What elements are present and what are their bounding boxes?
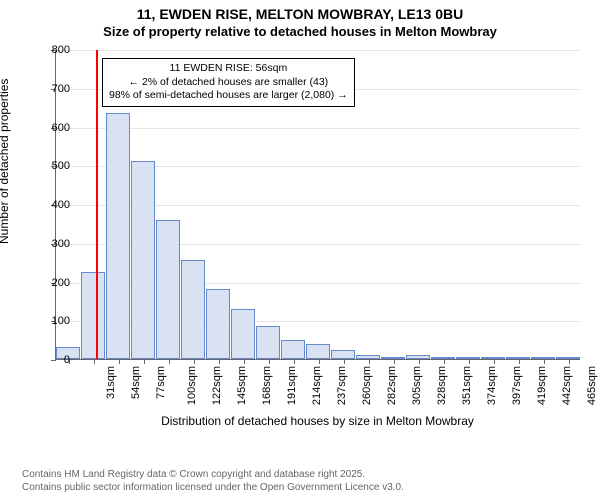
plot-area: 11 EWDEN RISE: 56sqm← 2% of detached hou… [55,50,580,360]
x-tick-mark [569,359,570,364]
x-tick-label: 168sqm [261,366,273,405]
x-tick-mark [119,359,120,364]
histogram-bar [256,326,280,359]
marker-line [96,50,98,359]
annotation-line3: 98% of semi-detached houses are larger (… [109,89,348,103]
footer: Contains HM Land Registry data © Crown c… [22,469,404,494]
x-tick-mark [544,359,545,364]
y-tick-label: 800 [30,44,70,56]
x-tick-mark [394,359,395,364]
y-axis-label: Number of detached properties [0,79,11,244]
y-tick-label: 600 [30,122,70,134]
x-tick-mark [294,359,295,364]
histogram-bar [156,220,180,360]
x-tick-label: 145sqm [236,366,248,405]
chart-title-block: 11, EWDEN RISE, MELTON MOWBRAY, LE13 0BU… [0,0,600,39]
histogram-bar [231,309,255,359]
x-tick-label: 465sqm [586,366,598,405]
y-tick-label: 0 [30,354,70,366]
chart-container: Number of detached properties 11 EWDEN R… [0,44,600,444]
x-tick-mark [444,359,445,364]
x-tick-mark [219,359,220,364]
histogram-bar [306,344,330,360]
x-tick-label: 122sqm [211,366,223,405]
x-tick-mark [369,359,370,364]
y-tick-label: 100 [30,315,70,327]
x-tick-mark [519,359,520,364]
histogram-bar [331,350,355,359]
y-tick-label: 500 [30,160,70,172]
x-tick-mark [244,359,245,364]
x-tick-label: 260sqm [361,366,373,405]
title-line2: Size of property relative to detached ho… [0,24,600,39]
x-tick-label: 419sqm [536,366,548,405]
histogram-bar [131,161,155,359]
histogram-bar [81,272,105,359]
y-tick-label: 700 [30,83,70,95]
gridline [56,128,580,129]
x-tick-mark [169,359,170,364]
x-tick-label: 237sqm [336,366,348,405]
x-tick-label: 397sqm [511,366,523,405]
annotation-line2: ← 2% of detached houses are smaller (43) [109,76,348,90]
title-line1: 11, EWDEN RISE, MELTON MOWBRAY, LE13 0BU [0,6,600,22]
annotation-line1: 11 EWDEN RISE: 56sqm [109,62,348,76]
histogram-bar [106,113,130,359]
histogram-bar [206,289,230,359]
y-tick-label: 200 [30,277,70,289]
x-tick-label: 214sqm [311,366,323,405]
x-tick-mark [419,359,420,364]
y-tick-label: 300 [30,238,70,250]
x-tick-label: 77sqm [155,366,167,399]
x-tick-mark [319,359,320,364]
x-tick-mark [469,359,470,364]
x-tick-label: 31sqm [105,366,117,399]
footer-line1: Contains HM Land Registry data © Crown c… [22,469,404,482]
x-tick-label: 442sqm [561,366,573,405]
x-tick-label: 328sqm [436,366,448,405]
x-tick-label: 54sqm [130,366,142,399]
x-tick-mark [344,359,345,364]
histogram-bar [281,340,305,359]
x-tick-label: 282sqm [386,366,398,405]
x-tick-mark [94,359,95,364]
x-tick-mark [144,359,145,364]
x-tick-label: 100sqm [186,366,198,405]
x-tick-label: 305sqm [411,366,423,405]
gridline [56,50,580,51]
histogram-bar [181,260,205,359]
x-axis-label: Distribution of detached houses by size … [55,414,580,428]
footer-line2: Contains public sector information licen… [22,482,404,495]
x-tick-mark [494,359,495,364]
x-tick-mark [269,359,270,364]
annotation-box: 11 EWDEN RISE: 56sqm← 2% of detached hou… [102,58,355,107]
x-tick-label: 351sqm [461,366,473,405]
x-tick-label: 191sqm [286,366,298,405]
x-tick-mark [194,359,195,364]
x-tick-label: 374sqm [486,366,498,405]
y-tick-label: 400 [30,199,70,211]
